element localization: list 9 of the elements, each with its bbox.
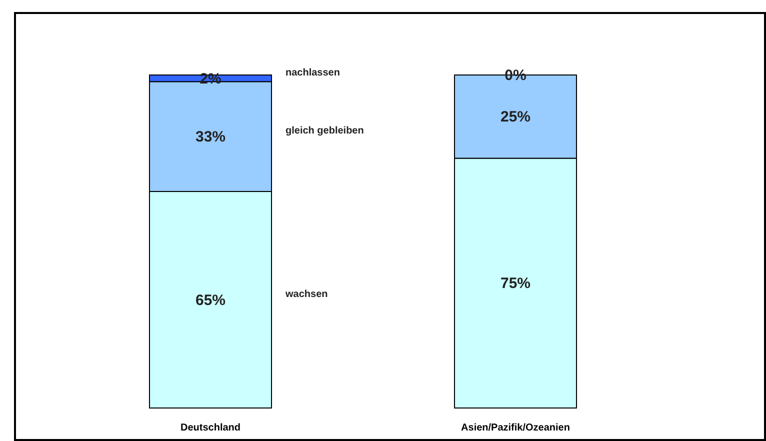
- series-label: wachsen: [284, 288, 328, 300]
- data-label: 65%: [195, 292, 226, 309]
- data-label: 25%: [500, 108, 531, 126]
- x-tick-label: Deutschland: [180, 422, 241, 434]
- x-tick-label: Asien/Pazifik/Ozeanien: [461, 422, 570, 434]
- data-label: 75%: [500, 275, 531, 292]
- series-label: gleich gebleiben: [286, 126, 364, 137]
- data-label: 33%: [195, 128, 226, 146]
- series-label: nachlassen: [286, 67, 340, 78]
